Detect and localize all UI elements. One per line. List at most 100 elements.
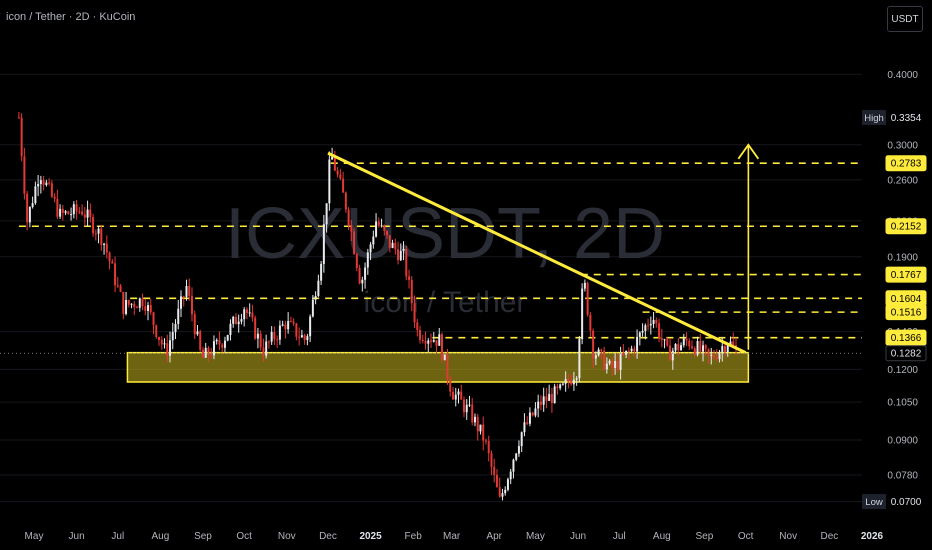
candle [603, 346, 606, 371]
price-marker-value: 0.1516 [891, 308, 922, 319]
candle [528, 407, 531, 427]
candle [383, 224, 386, 236]
candle-body [70, 214, 73, 216]
candle [600, 348, 603, 360]
candle [586, 281, 589, 317]
candle [452, 387, 454, 400]
candle [325, 203, 328, 233]
candle [201, 346, 204, 358]
candle-body [127, 300, 130, 305]
candle [704, 344, 707, 356]
watermark-ticker: ICXUSDT, 2D [225, 194, 665, 274]
candle-body [306, 336, 309, 341]
price-marker-badge [885, 345, 927, 362]
candle [199, 329, 202, 352]
candle [306, 333, 309, 346]
candle [287, 312, 290, 334]
candle-body [287, 321, 290, 330]
candle [53, 193, 56, 203]
candle-body [158, 336, 161, 340]
candle-body [476, 416, 479, 432]
candle-body [630, 348, 633, 352]
candle-body [138, 298, 141, 308]
price-marker-badge [885, 329, 927, 346]
candle [718, 349, 721, 363]
candle-body [545, 396, 548, 401]
candle-body [553, 386, 556, 404]
candle-body [465, 404, 468, 413]
candle-body [182, 296, 185, 298]
candle-body [355, 254, 358, 268]
candle [468, 395, 471, 407]
candle-body [680, 345, 683, 351]
candle-body [636, 336, 639, 352]
candle-body [473, 416, 476, 423]
candle [23, 147, 26, 200]
candle [443, 354, 446, 361]
candle-body [622, 353, 625, 355]
candle-body [603, 350, 606, 370]
candle-body [589, 314, 592, 331]
candle-body [416, 322, 419, 331]
candle [248, 303, 251, 317]
candle-body [424, 341, 427, 344]
candle-body [284, 324, 287, 330]
candle-body [410, 279, 413, 304]
candle [493, 458, 496, 483]
candle [328, 151, 331, 211]
candle-body [405, 248, 408, 277]
candle [663, 338, 666, 349]
candle [413, 295, 416, 329]
candle-body [608, 360, 611, 364]
candle [537, 394, 540, 418]
candle [394, 238, 397, 255]
candle-body [28, 206, 31, 223]
time-tick-label: Dec [319, 531, 337, 542]
price-axis[interactable]: 0.40000.30000.26000.22000.19000.14000.12… [0, 70, 927, 510]
candle-body [693, 348, 696, 355]
candle-body [419, 330, 422, 340]
candle [377, 217, 380, 228]
candle [39, 175, 42, 194]
price-marker: 0.2152 [885, 218, 927, 235]
candle [710, 347, 713, 365]
candle [572, 371, 575, 391]
time-tick-label: Oct [738, 531, 754, 542]
candle [655, 317, 658, 328]
candle-body [325, 203, 328, 225]
candle-body [446, 354, 449, 379]
candle-body [430, 340, 433, 342]
candle [526, 416, 529, 426]
candle [160, 336, 163, 350]
candle-body [212, 341, 215, 356]
candle-body [42, 180, 45, 185]
candle [240, 313, 243, 325]
price-marker: 0.1282 [885, 345, 927, 362]
candle-body [493, 466, 496, 475]
candle [520, 431, 523, 453]
candle [724, 342, 727, 358]
currency-button[interactable]: USDT [887, 6, 923, 32]
candle-body [256, 333, 259, 339]
candle [89, 203, 92, 223]
candle [61, 204, 64, 221]
candle-body [72, 204, 75, 215]
time-axis[interactable]: May Jun Jul Aug Sep Oct Nov Dec 2025 Feb Mar Apr May… [25, 531, 884, 542]
candle-body [441, 334, 444, 361]
candle-body [581, 288, 584, 340]
candle [174, 319, 177, 340]
candle [592, 328, 595, 368]
candle [243, 307, 246, 327]
candle [232, 315, 235, 328]
candle-body [638, 332, 641, 337]
candle [484, 438, 487, 445]
candle-body [298, 336, 301, 338]
candle-body [75, 204, 78, 212]
candle [479, 424, 482, 435]
candle [28, 206, 31, 228]
symbol-info: icon / Tether · 2D · KuCoin [6, 11, 136, 23]
watermark: ICXUSDT, 2D icon / Tether [225, 194, 665, 319]
candle [270, 326, 273, 345]
candle-body [243, 309, 246, 320]
